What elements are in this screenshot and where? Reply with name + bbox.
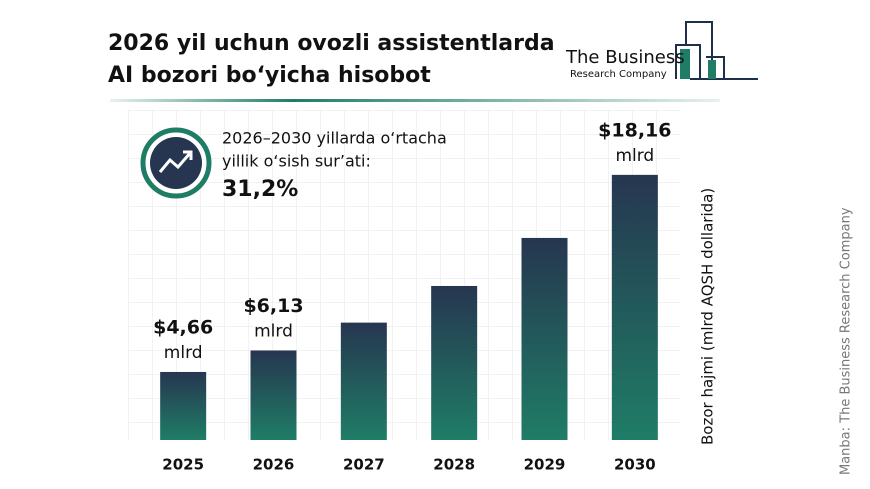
bar <box>611 174 658 440</box>
bar <box>340 322 387 440</box>
bar <box>521 237 568 440</box>
x-tick-label: 2025 <box>162 456 204 474</box>
value-label: $6,13 <box>243 295 303 317</box>
value-unit: mlrd <box>164 343 203 363</box>
bar <box>160 371 207 440</box>
value-label: $4,66 <box>153 316 213 338</box>
x-tick-label: 2030 <box>614 456 656 474</box>
x-tick-label: 2028 <box>433 456 475 474</box>
bar <box>250 350 297 440</box>
title-rule <box>110 99 720 102</box>
annotation: 2026–2030 yillarda o‘rtacha <box>222 129 447 148</box>
chart-title: 2026 yil uchun ovozli assistentlarda <box>108 31 555 56</box>
value-unit: mlrd <box>615 146 654 166</box>
logo-text: The Business <box>565 47 685 68</box>
grid-background <box>128 110 680 440</box>
chart-title: AI bozori bo‘yicha hisobot <box>108 63 431 88</box>
source: Manba: The Business Research Company <box>839 207 854 475</box>
annotation: yillik o‘sish sur’ati: <box>222 152 371 171</box>
x-tick-label: 2026 <box>253 456 295 474</box>
annotation-value: 31,2% <box>222 177 298 202</box>
icon-arrow <box>158 150 193 173</box>
y-axis-label: Bozor hajmi (mlrd AQSH dollarida) <box>699 188 717 445</box>
x-tick-label: 2029 <box>524 456 566 474</box>
bar <box>431 285 478 440</box>
value-unit: mlrd <box>254 322 293 342</box>
logo <box>675 21 758 80</box>
icon <box>150 137 202 189</box>
value-label: $18,16 <box>598 119 671 141</box>
x-tick-label: 2027 <box>343 456 385 474</box>
logo-text: Research Company <box>570 69 667 80</box>
